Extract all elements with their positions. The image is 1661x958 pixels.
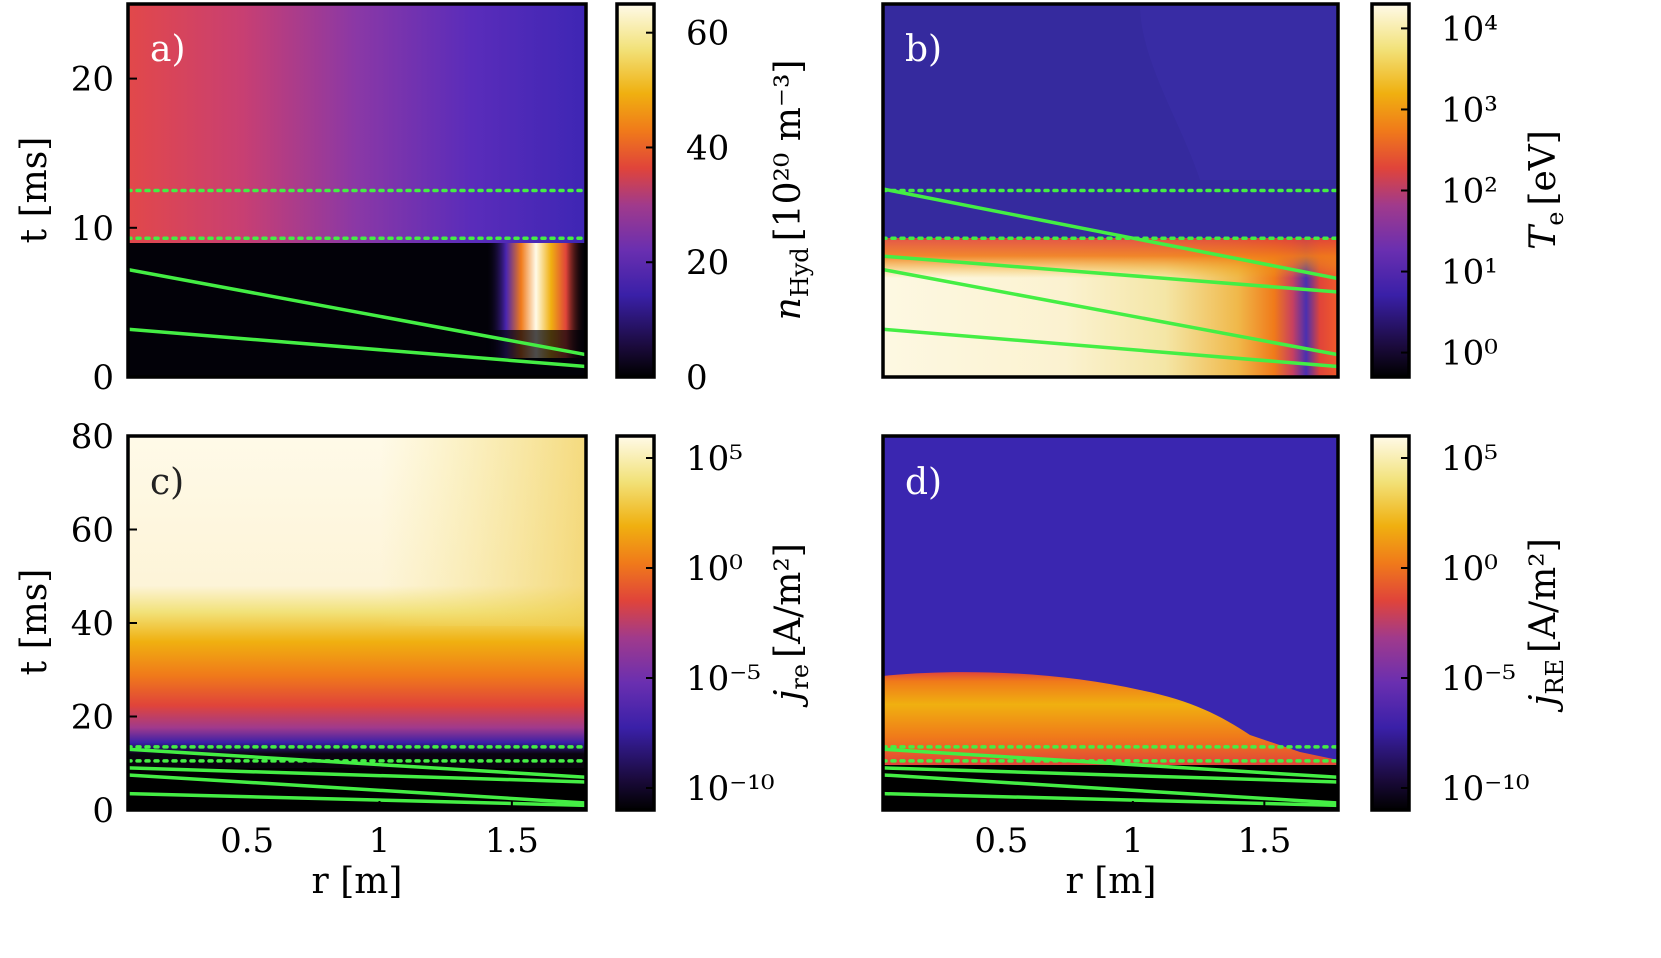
cbar-label-c-rest: [A/m²]: [768, 543, 809, 658]
cbar-tick-label-b-4: 10⁴: [1441, 9, 1498, 49]
trajectory-line-b-1: [883, 254, 1338, 294]
panel-c-label: c): [150, 462, 184, 503]
ytick-label-c-1: 20: [71, 698, 114, 738]
cbar-label-a-rest: [10²⁰ m⁻³]: [768, 60, 809, 242]
ylabel-c: t [ms]: [14, 569, 55, 676]
trajectory-line-c-2: [128, 773, 586, 805]
ylabel-a: t [ms]: [14, 137, 55, 244]
trajectory-line-c-1: [128, 766, 586, 784]
cbar-label-a: nHyd [10²⁰ m⁻³]: [768, 60, 814, 321]
ytick-label-c-3: 60: [71, 511, 114, 551]
cbar-label-d: jRE [A/m²]: [1523, 538, 1569, 713]
ytick-label-c-2: 40: [71, 604, 114, 644]
cbar-tick-label-d-2: 10⁰: [1441, 549, 1498, 589]
panel-d-label: d): [905, 462, 942, 503]
cbar-label-d-sub: RE: [1541, 659, 1569, 695]
cbar-label-d-main: j: [1523, 695, 1564, 713]
panel-d-frame: [881, 434, 1340, 812]
colorbar-a: [615, 2, 656, 379]
xlabel-c: r [m]: [312, 861, 403, 902]
trajectory-line-b-3: [883, 327, 1338, 369]
cbar-label-b-rest: [eV]: [1523, 130, 1564, 205]
svg-text:jRE[A/m²]: jRE [A/m²]: [1523, 538, 1569, 713]
xtick-label-c-2: 1.5: [485, 821, 539, 861]
cbar-label-a-main: n: [768, 297, 809, 320]
cbar-tick-label-a-2: 40: [686, 128, 729, 168]
cbar-tick-label-c-0: 10⁻¹⁰: [686, 769, 774, 809]
ytick-label-c-4: 80: [71, 417, 114, 457]
cbar-label-c-main: j: [768, 690, 809, 708]
cbar-tick-label-a-0: 0: [686, 358, 708, 398]
xlabel-d: r [m]: [1066, 861, 1157, 902]
panel-b-frame: [881, 2, 1340, 379]
cbar-tick-label-a-3: 60: [686, 14, 729, 54]
xtick-label-c-1: 1: [369, 821, 391, 861]
trajectory-line-d-2: [883, 773, 1338, 805]
xtick-label-c-0: 0.5: [220, 821, 274, 861]
xtick-label-d-2: 1.5: [1237, 821, 1291, 861]
ytick-label-a-1: 10: [71, 209, 114, 249]
svg-text:nHyd[10²⁰ m⁻³]: nHyd [10²⁰ m⁻³]: [768, 60, 814, 321]
cbar-tick-label-d-3: 10⁵: [1441, 439, 1498, 479]
trajectory-line-d-0: [883, 747, 1338, 780]
ylabel-a-text: t [ms]: [14, 137, 55, 244]
cbar-label-b-sub: e: [1541, 212, 1569, 226]
trajectory-line-a-1: [128, 327, 586, 369]
cbar-tick-label-c-3: 10⁵: [686, 439, 743, 479]
cbar-tick-label-c-2: 10⁰: [686, 549, 743, 589]
cbar-label-c-sub: re: [786, 664, 814, 690]
colorbar-d: [1370, 434, 1411, 812]
trajectory-line-d-3: [883, 791, 1338, 808]
colorbar-c: [615, 434, 656, 812]
xtick-label-d-0: 0.5: [974, 821, 1028, 861]
cbar-label-a-sub: Hyd: [786, 247, 814, 297]
cbar-tick-label-b-0: 10⁰: [1441, 334, 1498, 374]
trajectory-line-d-1: [883, 766, 1338, 784]
cbar-tick-label-b-3: 10³: [1441, 90, 1498, 130]
cbar-label-d-rest: [A/m²]: [1523, 538, 1564, 653]
trajectory-line-b-2: [883, 267, 1338, 357]
panel-a-frame: [126, 2, 588, 379]
cbar-tick-label-b-2: 10²: [1441, 172, 1498, 212]
panel-b-label: b): [905, 29, 942, 70]
ytick-label-a-2: 20: [71, 60, 114, 100]
trajectory-line-a-0: [128, 267, 586, 357]
cbar-label-c: jre [A/m²]: [768, 543, 814, 708]
cbar-label-b: Te [eV]: [1523, 130, 1569, 250]
svg-text:Te[eV]: Te [eV]: [1523, 130, 1569, 250]
panel-b: [883, 4, 1338, 377]
cbar-tick-label-d-0: 10⁻¹⁰: [1441, 769, 1529, 809]
cbar-tick-label-b-1: 10¹: [1441, 253, 1498, 293]
trajectory-line-c-3: [128, 791, 586, 808]
svg-text:jre[A/m²]: jre [A/m²]: [768, 543, 814, 708]
trajectory-line-b-0: [883, 187, 1338, 281]
ytick-label-a-0: 0: [92, 358, 114, 398]
xtick-label-d-1: 1: [1122, 821, 1144, 861]
cbar-tick-label-c-1: 10⁻⁵: [686, 659, 761, 699]
ytick-label-c-0: 0: [92, 791, 114, 831]
cbar-tick-label-a-1: 20: [686, 243, 729, 283]
panel-a-label: a): [150, 29, 186, 70]
trajectory-line-c-0: [128, 747, 586, 780]
cbar-label-b-main: T: [1523, 223, 1564, 250]
ticks: 0 10 20 0 20 40 60 10⁰ 10¹ 10² 10³ 10⁴ 0 20 40 60 80 0.5 1…: [71, 9, 1530, 861]
ylabel-c-text: t [ms]: [14, 569, 55, 676]
cbar-tick-label-d-1: 10⁻⁵: [1441, 659, 1516, 699]
